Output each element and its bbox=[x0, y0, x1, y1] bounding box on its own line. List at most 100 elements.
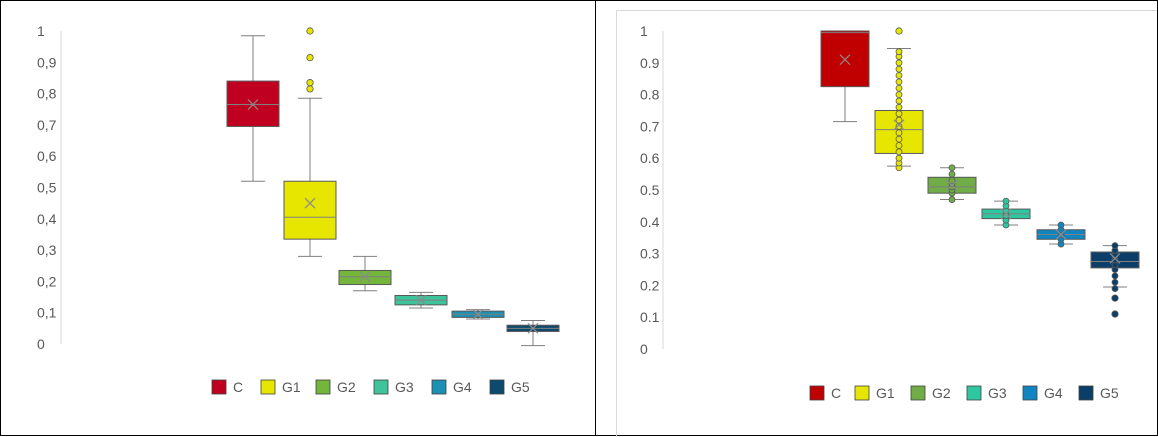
y-tick-label: 0.1 bbox=[640, 309, 660, 325]
mean-marker bbox=[839, 54, 851, 66]
mean-marker bbox=[359, 271, 371, 283]
mean-marker bbox=[527, 322, 539, 334]
data-point bbox=[1002, 197, 1010, 205]
data-point bbox=[895, 110, 903, 118]
legend-label: G1 bbox=[876, 385, 895, 401]
y-tick-label: 0,2 bbox=[37, 273, 57, 289]
outlier-point bbox=[1111, 294, 1119, 302]
legend-item-c: C bbox=[809, 385, 841, 401]
y-tick-label: 0.5 bbox=[640, 182, 660, 198]
right-chart-panel: 0 0.1 0.2 0.3 0.4 0.5 0.6 0.7 0.8 0.9 1 C G1 G2 G3 G4 G5 bbox=[596, 0, 1158, 437]
legend-label: G5 bbox=[1100, 385, 1119, 401]
y-tick-label: 0,1 bbox=[37, 305, 57, 321]
legend-item-g1: G1 bbox=[854, 385, 895, 401]
legend-swatch bbox=[373, 379, 389, 395]
legend-item-g1: G1 bbox=[260, 379, 301, 395]
mean-marker bbox=[1000, 208, 1012, 220]
y-tick-label: 0.2 bbox=[640, 277, 660, 293]
data-point bbox=[895, 129, 903, 137]
outlier-point bbox=[306, 27, 314, 35]
outlier-point bbox=[306, 79, 314, 87]
y-tick-label: 0 bbox=[37, 336, 45, 352]
box-g2 bbox=[927, 164, 977, 203]
box-c bbox=[820, 30, 870, 123]
legend-label: C bbox=[831, 385, 841, 401]
box-g4 bbox=[451, 308, 505, 320]
y-tick-label: 0.7 bbox=[640, 118, 660, 134]
legend-item-g4: G4 bbox=[431, 379, 472, 395]
legend-label: G5 bbox=[511, 379, 530, 395]
y-tick-label: 0.8 bbox=[640, 87, 660, 103]
y-tick-label: 0,7 bbox=[37, 117, 57, 133]
box-body bbox=[283, 180, 337, 240]
y-tick-label: 0,3 bbox=[37, 242, 57, 258]
legend-swatch bbox=[809, 385, 825, 401]
mean-marker bbox=[1109, 252, 1121, 264]
y-tick-label: 0.3 bbox=[640, 246, 660, 262]
legend-swatch bbox=[260, 379, 276, 395]
data-point bbox=[895, 91, 903, 98]
legend-swatch bbox=[431, 379, 447, 395]
legend-item-g3: G3 bbox=[966, 385, 1007, 401]
y-tick-label: 0,8 bbox=[37, 86, 57, 102]
legend-item-g5: G5 bbox=[1078, 385, 1119, 401]
box-g2 bbox=[338, 255, 392, 292]
legend-item-g2: G2 bbox=[315, 379, 356, 395]
box-g1 bbox=[874, 27, 924, 172]
right-chart-frame bbox=[616, 10, 1157, 437]
box-g5 bbox=[1090, 242, 1140, 318]
left-box-plot: 0 0,1 0,2 0,3 0,4 0,5 0,6 0,7 0,8 0,9 1 C G1 G2 G3 G4 G5 bbox=[37, 23, 560, 395]
box-g4 bbox=[1036, 221, 1086, 248]
data-point bbox=[895, 135, 903, 143]
y-tick-label: 0.4 bbox=[640, 214, 660, 230]
left-chart-panel: 0 0,1 0,2 0,3 0,4 0,5 0,6 0,7 0,8 0,9 1 C G1 G2 G3 G4 G5 bbox=[0, 0, 596, 436]
data-point bbox=[948, 170, 956, 178]
data-point bbox=[895, 59, 903, 67]
data-point bbox=[895, 48, 903, 56]
data-point bbox=[1111, 272, 1119, 280]
box-g5 bbox=[506, 320, 560, 347]
y-tick-label: 0,9 bbox=[37, 54, 57, 70]
legend-item-c: C bbox=[211, 379, 243, 395]
y-tick-label: 0.6 bbox=[640, 150, 660, 166]
data-point bbox=[895, 154, 903, 162]
data-point bbox=[1111, 242, 1119, 250]
box-g3 bbox=[981, 197, 1031, 229]
box-g3 bbox=[394, 291, 448, 309]
data-point bbox=[948, 196, 956, 203]
outlier-point bbox=[895, 27, 903, 35]
mean-marker bbox=[946, 179, 958, 191]
box-c bbox=[226, 35, 280, 182]
mean-marker bbox=[304, 197, 316, 209]
data-point bbox=[1111, 278, 1119, 286]
data-point bbox=[895, 97, 903, 105]
legend-label: G4 bbox=[453, 379, 472, 395]
data-point bbox=[895, 148, 903, 156]
data-point bbox=[895, 78, 903, 86]
y-tick-label: 0 bbox=[640, 341, 648, 357]
data-point bbox=[1057, 221, 1065, 229]
outlier-point bbox=[1111, 310, 1119, 318]
legend-swatch bbox=[966, 385, 982, 401]
data-point bbox=[1111, 285, 1119, 292]
legend-swatch bbox=[1022, 385, 1038, 401]
data-point bbox=[895, 72, 903, 79]
legend-label: G3 bbox=[988, 385, 1007, 401]
outlier-point bbox=[306, 54, 314, 62]
legend-item-g2: G2 bbox=[910, 385, 951, 401]
mean-marker bbox=[472, 308, 484, 320]
outlier-point bbox=[306, 85, 314, 93]
legend-swatch bbox=[1078, 385, 1094, 401]
mean-marker bbox=[247, 99, 259, 110]
mean-marker bbox=[893, 119, 905, 131]
y-tick-label: 0,5 bbox=[37, 180, 57, 196]
mean-marker bbox=[1055, 229, 1067, 240]
y-tick-label: 0,6 bbox=[37, 148, 57, 164]
legend-label: G2 bbox=[337, 379, 356, 395]
legend-item-g4: G4 bbox=[1022, 385, 1063, 401]
legend-label: C bbox=[233, 379, 243, 395]
legend-label: G3 bbox=[395, 379, 414, 395]
legend-label: G1 bbox=[282, 379, 301, 395]
box-g1 bbox=[283, 27, 337, 257]
legend-swatch bbox=[910, 385, 926, 401]
